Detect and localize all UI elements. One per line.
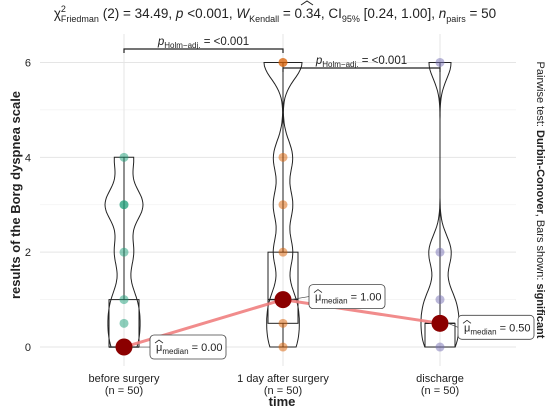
- median-label-1: μmedian = 1.00: [290, 284, 386, 310]
- median-hat-mark: [462, 319, 472, 324]
- data-point: [119, 152, 129, 162]
- subtitle-stats: χ2 Friedman (2) = 34.49, p <0.001, WKenda…: [54, 4, 496, 24]
- pairwise-caption: Pairwise test: Durbin-Conover, Bars show…: [534, 62, 546, 339]
- median-label-leader: [447, 323, 459, 328]
- data-point: [119, 295, 129, 305]
- bracket-line: [123, 48, 284, 53]
- y-tick-label: 2: [25, 247, 31, 259]
- median-label-text: μmedian = 0.00: [156, 342, 223, 356]
- y-tick-label: 0: [25, 342, 31, 354]
- data-point: [119, 247, 129, 257]
- data-point: [278, 247, 288, 257]
- bracket-label: pHolm−adj. = <0.001: [315, 55, 407, 69]
- pairwise-bracket-1: pHolm−adj. = <0.001: [282, 55, 441, 72]
- data-point: [435, 247, 445, 257]
- pairwise-bracket-0: pHolm−adj. = <0.001: [123, 36, 284, 53]
- violin-1: [263, 62, 303, 348]
- median-marker: [115, 338, 133, 356]
- median-marker: [274, 291, 292, 309]
- x-tick-n-label: (n = 50): [421, 385, 459, 397]
- data-point: [278, 200, 288, 210]
- data-point: [119, 318, 129, 328]
- violins: [104, 62, 460, 348]
- median-marker: [431, 314, 449, 332]
- data-point: [435, 57, 445, 67]
- pairwise-brackets: pHolm−adj. = <0.001 pHolm−adj. = <0.001: [123, 36, 441, 72]
- w-hat-mark: [300, 0, 314, 6]
- x-tick-n-label: (n = 50): [264, 385, 302, 397]
- data-point: [278, 342, 288, 352]
- data-point: [278, 152, 288, 162]
- violin-2: [420, 62, 460, 348]
- data-point: [278, 318, 288, 328]
- median-markers: [115, 291, 449, 356]
- bracket-line: [282, 67, 441, 72]
- y-tick-label: 6: [25, 57, 31, 69]
- x-tick-label: before surgery: [89, 373, 160, 385]
- data-point: [278, 57, 288, 67]
- median-label-text: μmedian = 0.50: [464, 322, 531, 336]
- y-axis-label: results of the Borg dyspnea scale: [8, 91, 23, 299]
- data-point: [435, 295, 445, 305]
- x-tick-label: 1 day after surgery: [237, 373, 329, 385]
- x-axis-label: time: [269, 394, 296, 409]
- median-hat-mark: [154, 339, 164, 344]
- x-tick-label: discharge: [416, 373, 464, 385]
- median-label-text: μmedian = 1.00: [315, 292, 382, 306]
- median-hat-mark: [313, 289, 323, 293]
- median-label-leader: [290, 296, 310, 300]
- x-tick-n-label: (n = 50): [105, 385, 143, 397]
- median-label-2: μmedian = 0.50: [447, 314, 535, 340]
- data-point: [119, 200, 129, 210]
- violin-0: [104, 156, 144, 348]
- median-labels: μmedian = 0.00 μmedian = 1.00 μmedian = 0.…: [132, 284, 535, 360]
- median-label-0: μmedian = 0.00: [132, 334, 227, 360]
- bracket-label: pHolm−adj. = <0.001: [157, 36, 249, 50]
- data-point: [435, 342, 445, 352]
- y-tick-label: 4: [25, 152, 31, 164]
